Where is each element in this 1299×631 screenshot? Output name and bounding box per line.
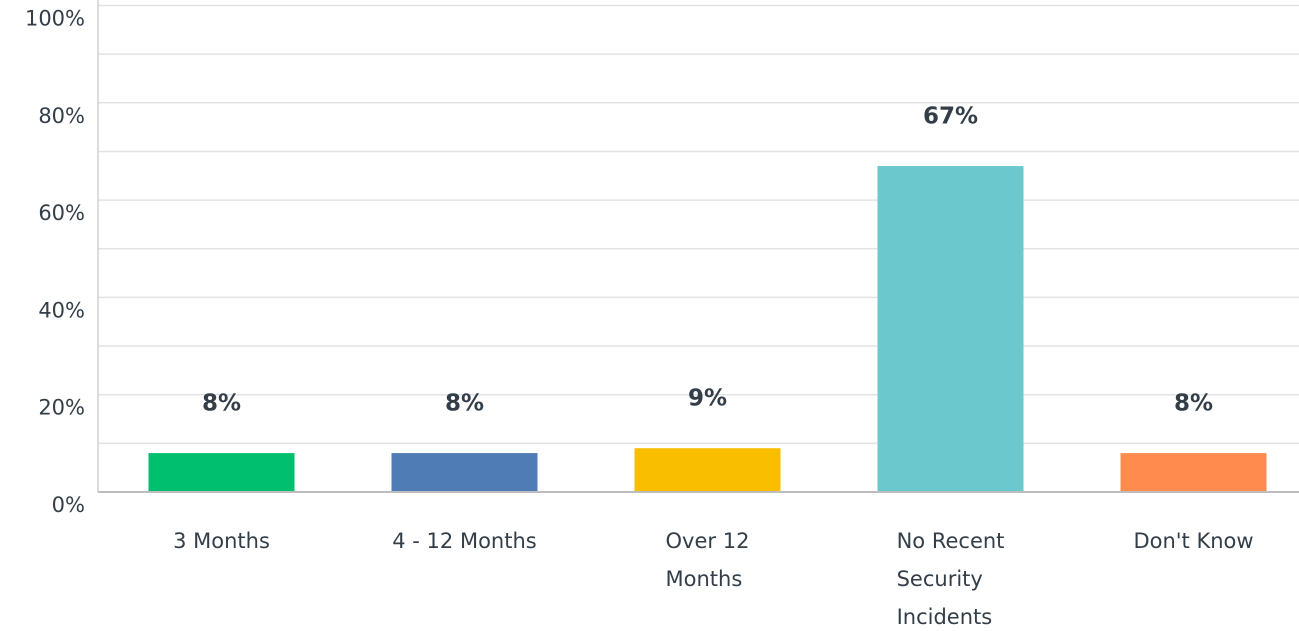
x-tick-label: No Recent Security Incidents [897,529,1005,629]
bar [148,453,295,492]
x-tick-label-line: Incidents [897,605,993,629]
x-tick-label: 3 Months [173,529,270,553]
x-tick-label: Don't Know [1133,529,1253,553]
bar [391,453,538,492]
y-tick-label: 100% [25,7,85,31]
x-tick-label: 4 - 12 Months [392,529,536,553]
bar [634,448,781,492]
y-tick-label: 60% [38,201,85,225]
y-tick-label: 0% [52,493,85,517]
value-label: 8% [445,391,484,417]
value-label: 8% [202,391,241,417]
x-tick-label-line: Over 12 [666,529,750,553]
x-tick-label-line: Security [897,567,983,591]
x-tick-label-line: Months [666,567,743,591]
x-tick-label-line: 3 Months [173,529,270,553]
x-tick-label-line: 4 - 12 Months [392,529,536,553]
x-tick-label-line: Don't Know [1133,529,1253,553]
y-tick-label: 20% [38,396,85,420]
x-tick-label: Over 12 Months [666,529,750,591]
y-tick-label: 80% [38,104,85,128]
bar [877,166,1024,493]
y-tick-label: 40% [38,298,85,322]
x-tick-label-line: No Recent [897,529,1005,553]
value-label: 9% [688,386,727,412]
value-label: 8% [1174,391,1213,417]
bar [1120,453,1267,492]
value-label: 67% [923,104,978,130]
